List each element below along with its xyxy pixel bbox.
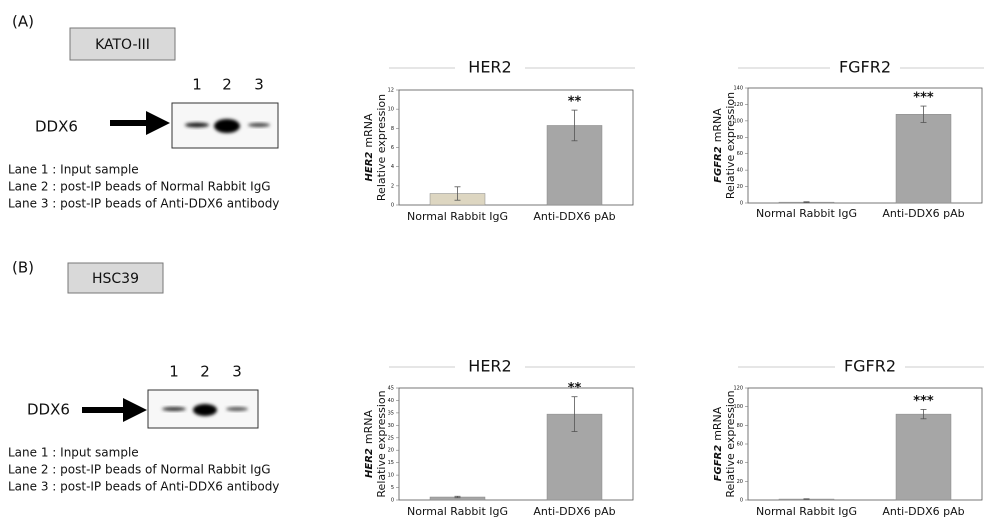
y-axis-gene: FGFR2 <box>713 445 724 482</box>
y-tick-label: 20 <box>737 184 743 190</box>
y-axis-label-2: Relative expression <box>375 94 388 201</box>
y-tick-label: 60 <box>737 151 743 157</box>
chart-title: FGFR2 <box>844 357 896 376</box>
y-tick-label: 4 <box>391 164 394 170</box>
y-axis-label-2: Relative expression <box>375 390 388 497</box>
y-axis-label: FGFR2 mRNARelative expression <box>711 390 737 497</box>
panel-label: (A) <box>12 13 34 31</box>
y-tick-label: 20 <box>388 448 394 454</box>
y-axis-gene: FGFR2 <box>713 146 724 183</box>
y-axis-label-2: Relative expression <box>724 92 737 199</box>
bar <box>896 414 951 500</box>
blot-band <box>214 119 240 133</box>
y-tick-label: 80 <box>737 135 743 141</box>
figure: (A)KATO-III123DDX6Lane 1 : Input sampleL… <box>0 0 987 519</box>
lane-note: Lane 3 : post-IP beads of Anti-DDX6 anti… <box>8 480 279 494</box>
x-tick-label: Normal Rabbit IgG <box>756 207 857 220</box>
y-axis-gene: HER2 <box>364 152 375 182</box>
x-tick-label: Anti-DDX6 pAb <box>533 210 615 223</box>
lane-number: 2 <box>222 76 232 94</box>
y-tick-label: 0 <box>391 203 394 209</box>
y-tick-label: 20 <box>737 479 743 485</box>
x-tick-label: Anti-DDX6 pAb <box>882 505 964 518</box>
protein-label: DDX6 <box>35 118 78 136</box>
lane-number: 3 <box>254 76 264 94</box>
x-tick-label: Anti-DDX6 pAb <box>882 207 964 220</box>
y-axis-unit: mRNA <box>362 113 375 148</box>
y-tick-label: 0 <box>740 498 743 504</box>
x-tick-label: Normal Rabbit IgG <box>756 505 857 518</box>
lane-note: Lane 2 : post-IP beads of Normal Rabbit … <box>8 180 271 194</box>
y-axis-unit: mRNA <box>362 410 375 445</box>
blot-band <box>248 123 270 127</box>
y-tick-label: 10 <box>388 473 394 479</box>
y-axis-label: HER2 mRNARelative expression <box>362 94 388 201</box>
y-axis-label: FGFR2 mRNARelative expression <box>711 92 737 199</box>
lane-note: Lane 1 : Input sample <box>8 163 139 177</box>
y-axis-gene: HER2 <box>364 448 375 478</box>
y-tick-label: 25 <box>388 435 394 441</box>
bar <box>896 114 951 203</box>
chart-title: HER2 <box>468 58 511 77</box>
y-tick-label: 0 <box>391 498 394 504</box>
chart-title: HER2 <box>468 357 511 376</box>
y-tick-label: 40 <box>737 460 743 466</box>
blot-band <box>193 404 217 416</box>
y-tick-label: 60 <box>737 442 743 448</box>
y-tick-label: 45 <box>388 386 394 392</box>
significance: *** <box>913 91 934 106</box>
y-axis-unit: mRNA <box>711 406 724 441</box>
cell-line: HSC39 <box>92 271 139 287</box>
blot-band <box>162 407 186 411</box>
protein-label: DDX6 <box>27 401 70 419</box>
y-tick-label: 35 <box>388 410 394 416</box>
significance: ** <box>568 95 582 110</box>
y-tick-label: 40 <box>388 398 394 404</box>
y-tick-label: 2 <box>391 183 394 189</box>
cell-line: KATO-III <box>95 37 150 53</box>
x-tick-label: Normal Rabbit IgG <box>407 210 508 223</box>
blot-band <box>226 407 248 411</box>
chart-title: FGFR2 <box>839 58 891 77</box>
y-tick-label: 30 <box>388 423 394 429</box>
y-tick-label: 8 <box>391 126 394 132</box>
y-tick-label: 15 <box>388 460 394 466</box>
significance: ** <box>568 381 582 396</box>
y-tick-label: 40 <box>737 168 743 174</box>
lane-note: Lane 2 : post-IP beads of Normal Rabbit … <box>8 463 271 477</box>
y-tick-label: 6 <box>391 145 394 151</box>
lane-note: Lane 1 : Input sample <box>8 446 139 460</box>
lane-number: 1 <box>169 363 179 381</box>
blot-band <box>185 123 209 128</box>
y-tick-label: 10 <box>388 107 394 113</box>
lane-number: 1 <box>192 76 202 94</box>
y-tick-label: 5 <box>391 485 394 491</box>
y-tick-label: 140 <box>733 86 743 92</box>
lane-note: Lane 3 : post-IP beads of Anti-DDX6 anti… <box>8 197 279 211</box>
y-axis-label: HER2 mRNARelative expression <box>362 390 388 497</box>
x-tick-label: Anti-DDX6 pAb <box>533 505 615 518</box>
panel-label: (B) <box>12 259 34 277</box>
y-axis-unit: mRNA <box>711 108 724 143</box>
y-axis-label-2: Relative expression <box>724 390 737 497</box>
x-tick-label: Normal Rabbit IgG <box>407 505 508 518</box>
lane-number: 3 <box>232 363 242 381</box>
lane-number: 2 <box>200 363 210 381</box>
significance: *** <box>913 394 934 409</box>
y-tick-label: 80 <box>737 423 743 429</box>
y-tick-label: 0 <box>740 201 743 207</box>
y-tick-label: 12 <box>388 88 394 94</box>
